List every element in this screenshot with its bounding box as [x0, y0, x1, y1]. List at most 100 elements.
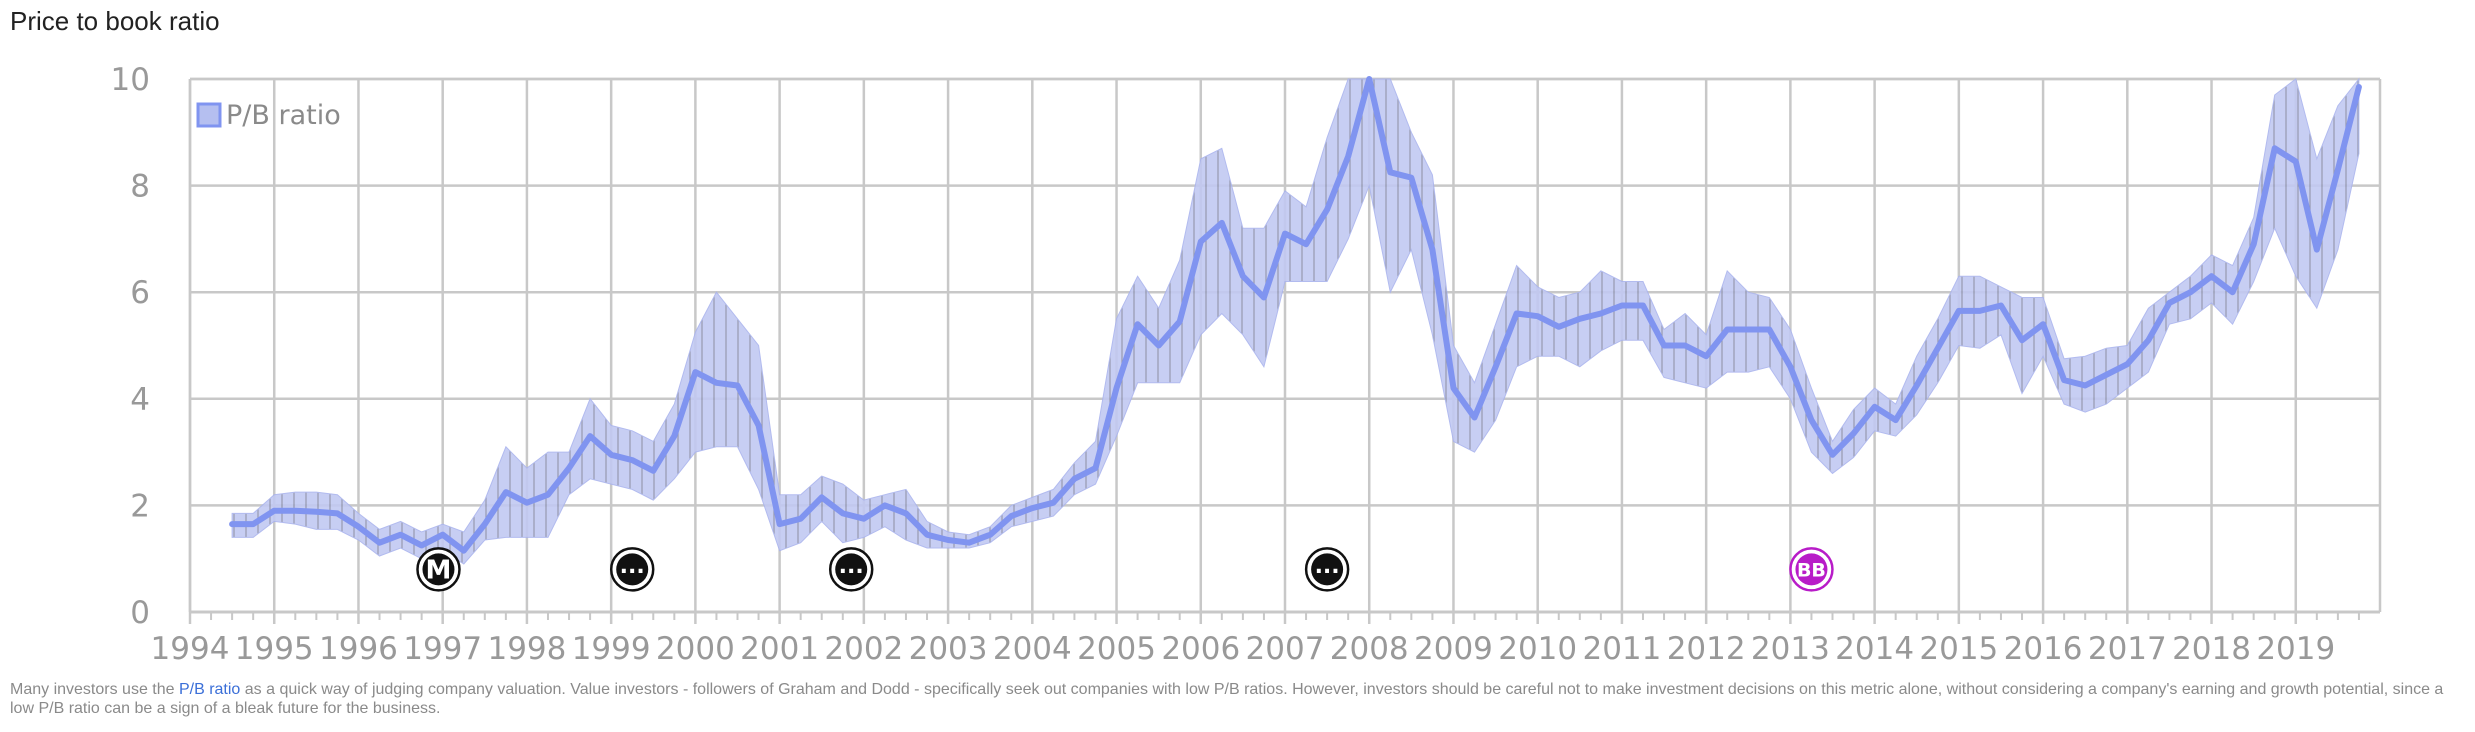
- data-point: [293, 508, 298, 513]
- footer-suffix: as a quick way of judging company valuat…: [10, 681, 2444, 717]
- data-point: [2125, 362, 2130, 367]
- x-tick-label: 2005: [1077, 631, 1156, 667]
- data-point: [2146, 338, 2151, 343]
- y-tick-label: 0: [130, 595, 150, 631]
- data-point: [461, 548, 466, 553]
- data-point: [272, 508, 277, 513]
- data-point: [1177, 319, 1182, 324]
- y-tick-label: 2: [130, 488, 150, 524]
- data-point: [1556, 324, 1561, 329]
- pb-ratio-link[interactable]: P/B ratio: [178, 681, 241, 698]
- series-line-pb-ratio: [229, 76, 2362, 554]
- data-point: [251, 522, 256, 527]
- data-point: [1935, 346, 1940, 351]
- data-point: [482, 522, 487, 527]
- data-point: [2356, 84, 2361, 89]
- data-point: [1851, 431, 1856, 436]
- event-marker-label: BB: [1797, 559, 1826, 581]
- data-point: [946, 538, 951, 543]
- x-tick-label: 2003: [909, 631, 988, 667]
- x-tick-label: 2017: [2088, 631, 2167, 667]
- x-tick-label: 2001: [740, 631, 819, 667]
- data-point: [903, 511, 908, 516]
- data-point: [1535, 314, 1540, 319]
- x-tick-label: 2019: [2256, 631, 2335, 667]
- x-tick-label: 2012: [1667, 631, 1746, 667]
- data-point: [798, 516, 803, 521]
- x-tick-label: 2014: [1835, 631, 1914, 667]
- x-tick-label: 2011: [1582, 631, 1661, 667]
- data-point: [819, 495, 824, 500]
- data-point: [1219, 220, 1224, 225]
- x-tick-label: 2018: [2172, 631, 2251, 667]
- data-point: [2335, 167, 2340, 172]
- x-tick-label: 2000: [656, 631, 735, 667]
- data-point: [1072, 476, 1077, 481]
- x-tick-label: 2008: [1330, 631, 1409, 667]
- data-point: [651, 468, 656, 473]
- data-point: [777, 522, 782, 527]
- data-point: [1135, 322, 1140, 327]
- event-marker[interactable]: ···: [609, 547, 655, 592]
- event-marker[interactable]: ···: [1304, 547, 1350, 592]
- data-point: [1409, 175, 1414, 180]
- y-tick-label: 10: [111, 62, 150, 98]
- event-marker-disc: [1311, 553, 1344, 586]
- y-tick-label: 8: [130, 169, 150, 205]
- data-point: [714, 380, 719, 385]
- data-point: [1767, 327, 1772, 332]
- data-point: [1872, 404, 1877, 409]
- event-marker[interactable]: ···: [828, 547, 874, 592]
- event-markers: M ··· ··· ··· BB: [416, 547, 1834, 592]
- data-point: [840, 511, 845, 516]
- data-point: [1998, 303, 2003, 308]
- event-marker-label: ···: [620, 559, 645, 584]
- data-point: [440, 532, 445, 537]
- event-marker[interactable]: BB: [1789, 547, 1834, 592]
- data-point: [1830, 452, 1835, 457]
- data-point: [588, 434, 593, 439]
- data-point: [693, 370, 698, 375]
- data-point: [1788, 364, 1793, 369]
- data-point: [2167, 300, 2172, 305]
- data-point: [1430, 247, 1435, 252]
- data-point: [1304, 242, 1309, 247]
- x-tick-label: 2015: [1919, 631, 1998, 667]
- data-point: [2272, 146, 2277, 151]
- data-point: [1619, 303, 1624, 308]
- data-point: [1640, 303, 1645, 308]
- event-marker[interactable]: M: [416, 547, 461, 592]
- data-point: [1283, 231, 1287, 236]
- event-marker-disc: [616, 553, 649, 586]
- event-marker-disc: [422, 553, 455, 586]
- legend[interactable]: P/B ratio: [196, 100, 341, 131]
- data-point: [1977, 308, 1982, 313]
- x-tick-label: 1998: [487, 631, 566, 667]
- data-point: [1114, 386, 1119, 391]
- x-tick-label: 2016: [2004, 631, 2083, 667]
- data-point: [1725, 327, 1730, 332]
- data-point: [1598, 311, 1603, 316]
- data-point: [2209, 274, 2214, 279]
- data-point: [2083, 383, 2088, 388]
- x-tick-label: 2002: [824, 631, 903, 667]
- data-point: [1809, 418, 1814, 423]
- data-point: [1683, 343, 1688, 348]
- data-point: [1009, 514, 1014, 519]
- chart-title: Price to book ratio: [10, 6, 220, 36]
- x-tick-label: 1997: [403, 631, 482, 667]
- y-tick-label: 4: [130, 382, 150, 418]
- data-point: [1451, 386, 1456, 391]
- data-point: [1388, 170, 1393, 175]
- data-point: [630, 458, 635, 463]
- data-point: [1472, 415, 1477, 420]
- data-point: [882, 503, 887, 508]
- x-tick-label: 1994: [151, 631, 230, 667]
- data-point: [1198, 239, 1203, 244]
- footer-prefix: Many investors use the: [10, 681, 179, 698]
- data-point: [567, 466, 572, 471]
- data-point: [756, 423, 761, 428]
- data-point: [1746, 327, 1751, 332]
- data-point: [1914, 383, 1919, 388]
